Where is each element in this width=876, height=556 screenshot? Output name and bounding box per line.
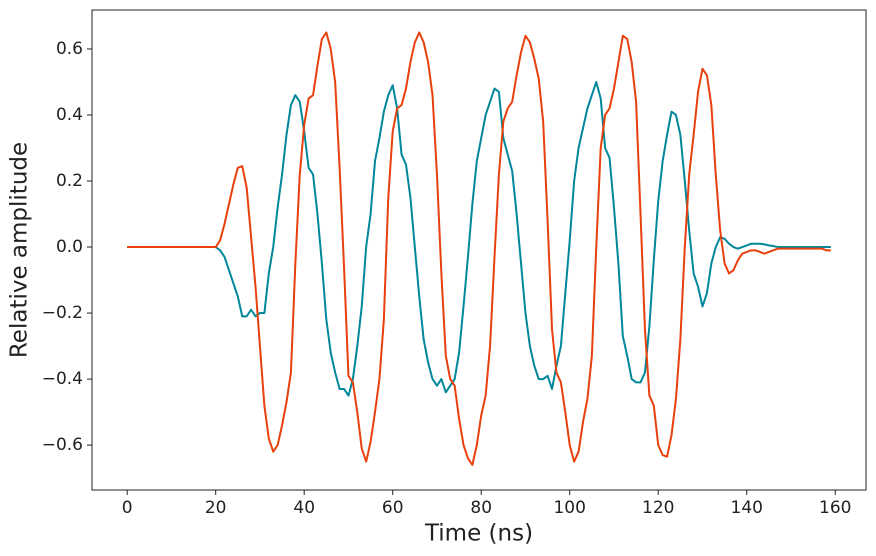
y-tick-label: 0.4 [56, 105, 83, 125]
x-tick-label: 120 [642, 498, 674, 518]
y-tick-label: −0.4 [42, 369, 83, 389]
x-tick-label: 160 [819, 498, 851, 518]
plot-frame [91, 9, 867, 491]
x-tick-label: 40 [293, 498, 315, 518]
x-tick-label: 20 [205, 498, 227, 518]
x-tick-label: 100 [553, 498, 585, 518]
y-tick-label: 0.2 [56, 171, 83, 191]
data-line [127, 80, 831, 397]
x-tick-label: 140 [731, 498, 763, 518]
data-line [127, 31, 831, 466]
y-tick-label: −0.6 [42, 435, 83, 455]
y-axis-label: Relative amplitude [7, 142, 33, 358]
y-tick-label: −0.2 [42, 303, 83, 323]
y-tick-label: 0.0 [56, 237, 83, 257]
y-tick-label: 0.6 [56, 39, 83, 59]
x-axis-label: Time (ns) [424, 521, 533, 547]
x-tick-label: 80 [470, 498, 492, 518]
x-tick-label: 0 [122, 498, 133, 518]
x-tick-label: 60 [382, 498, 404, 518]
